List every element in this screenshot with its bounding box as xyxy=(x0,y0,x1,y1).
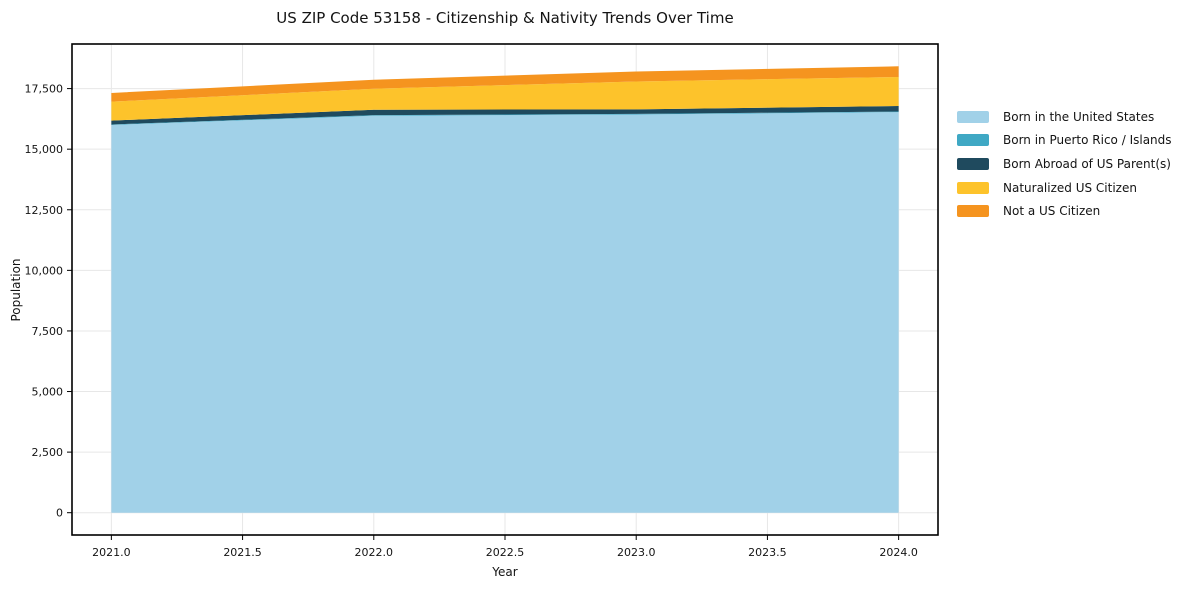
legend-swatch-icon xyxy=(957,110,989,123)
y-tick-label: 17,500 xyxy=(25,83,64,96)
x-axis-label: Year xyxy=(492,565,518,579)
legend-item-born-in-the-united-states: Born in the United States xyxy=(957,105,1172,129)
area-naturalized-us-citizen xyxy=(111,76,899,121)
legend-item-not-a-us-citizen: Not a US Citizen xyxy=(957,199,1172,223)
legend-label: Born in the United States xyxy=(1003,109,1155,124)
legend-swatch-icon xyxy=(957,181,989,194)
x-tick-label: 2021.0 xyxy=(92,546,131,559)
legend-item-naturalized-us-citizen: Naturalized US Citizen xyxy=(957,176,1172,200)
x-tick-label: 2022.5 xyxy=(486,546,525,559)
legend-swatch-icon xyxy=(957,134,989,147)
y-tick-label: 12,500 xyxy=(25,204,64,217)
legend-swatch-icon xyxy=(957,205,989,218)
legend-label: Born Abroad of US Parent(s) xyxy=(1003,156,1171,171)
area-born-abroad-of-us-parent-s xyxy=(111,106,899,125)
y-tick-label: 15,000 xyxy=(25,143,64,156)
legend: Born in the United States Born in Puerto … xyxy=(957,105,1172,223)
y-tick-label: 10,000 xyxy=(25,264,64,277)
y-tick-label: 2,500 xyxy=(32,446,64,459)
area-born-in-the-united-states xyxy=(111,112,899,513)
y-tick-label: 7,500 xyxy=(32,325,64,338)
x-tick-label: 2022.0 xyxy=(355,546,394,559)
legend-label: Naturalized US Citizen xyxy=(1003,180,1137,195)
x-tick-label: 2023.0 xyxy=(617,546,656,559)
legend-label: Not a US Citizen xyxy=(1003,204,1101,219)
x-tick-label: 2023.5 xyxy=(748,546,787,559)
legend-swatch-icon xyxy=(957,157,989,170)
y-tick-label: 5,000 xyxy=(32,386,64,399)
y-axis-label: Population xyxy=(9,258,23,322)
x-tick-label: 2024.0 xyxy=(879,546,918,559)
chart-title: US ZIP Code 53158 - Citizenship & Nativi… xyxy=(276,9,734,27)
y-tick-label: 0 xyxy=(56,507,63,520)
legend-item-born-in-puerto-rico-islands: Born in Puerto Rico / Islands xyxy=(957,129,1172,153)
x-tick-label: 2021.5 xyxy=(223,546,262,559)
legend-item-born-abroad-of-us-parent-s: Born Abroad of US Parent(s) xyxy=(957,152,1172,176)
area-not-a-us-citizen xyxy=(111,66,899,102)
legend-label: Born in Puerto Rico / Islands xyxy=(1003,133,1172,148)
